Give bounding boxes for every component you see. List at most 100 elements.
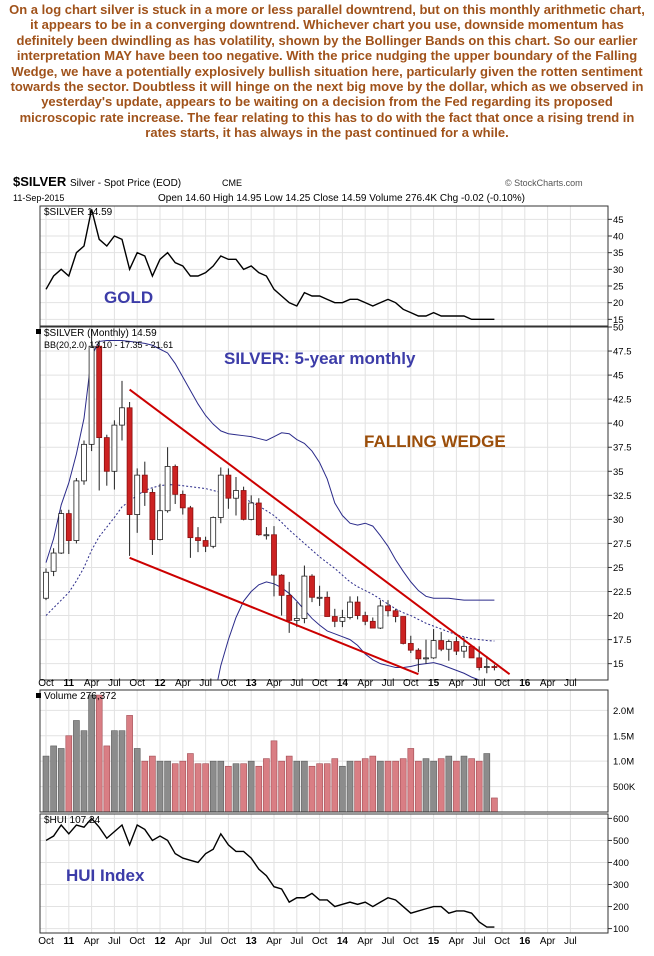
candle-body: [316, 596, 323, 599]
candle-body: [81, 443, 87, 482]
bb-lower: [217, 581, 484, 680]
y-tick-label: 45: [613, 215, 624, 226]
volume-bar: [453, 760, 460, 813]
y-tick-label: 27.5: [613, 539, 632, 550]
x-tick-label: 13: [246, 936, 258, 947]
candle-body: [217, 474, 224, 518]
ohlc-readout: Open 14.60 High 14.95 Low 14.25 Close 14…: [158, 193, 525, 204]
candle-body: [179, 493, 186, 509]
volume-bar: [483, 753, 491, 813]
volume-bar: [73, 720, 80, 813]
volume-bar: [95, 694, 103, 813]
x-tick-label: Oct: [221, 936, 237, 947]
panel-frame-overlay: [39, 205, 609, 327]
x-tick-label: Apr: [84, 678, 100, 689]
candle-body: [73, 480, 80, 541]
candle-body: [50, 552, 57, 572]
hui-annotation: HUI Index: [66, 866, 145, 885]
candle-body: [263, 534, 270, 537]
volume-bar: [225, 765, 232, 813]
y-tick-label: 17.5: [613, 635, 632, 646]
candle-body: [278, 574, 285, 596]
volume-label: Volume 276,372: [44, 691, 117, 702]
candle-body: [58, 513, 65, 554]
candle-body: [331, 616, 338, 622]
x-tick-label: Oct: [221, 678, 237, 689]
x-tick-label: Jul: [473, 936, 486, 947]
silver-annotation: SILVER: 5-year monthly: [224, 349, 416, 368]
source-credit: © StockCharts.com: [505, 178, 583, 188]
candle-body: [164, 466, 171, 512]
x-tick-label: Oct: [312, 678, 328, 689]
legend-marker: [36, 329, 41, 334]
volume-bar: [354, 760, 361, 813]
volume-bar: [308, 765, 316, 813]
candle-body: [96, 345, 103, 439]
y-tick-label: 50: [613, 323, 624, 334]
volume-bar: [133, 748, 141, 813]
x-tick-label: Jul: [290, 678, 303, 689]
x-tick-label: Apr: [449, 678, 465, 689]
candle-body: [119, 407, 125, 426]
y-tick-label: 1.5M: [613, 731, 634, 742]
candle-body: [347, 601, 353, 618]
y-tick-label: 2.0M: [613, 706, 634, 717]
overlay-label: $SILVER 14.59: [44, 207, 113, 218]
panel-labels: $SILVER 14.59 GOLD $SILVER (Monthly) 14.59…: [36, 207, 506, 885]
candle-body: [385, 605, 391, 612]
candle-body: [134, 474, 141, 515]
volume-bar: [149, 755, 156, 813]
candle-body: [301, 575, 308, 619]
x-tick-label: 12: [154, 936, 166, 947]
candle-body: [103, 437, 110, 472]
candle-body: [172, 466, 179, 495]
volume-bar: [126, 715, 133, 813]
candle-body: [476, 657, 483, 668]
bb-upper: [45, 339, 495, 601]
y-tick-label: 15: [613, 315, 624, 326]
y-tick-label: 25: [613, 563, 624, 574]
volume-bar: [392, 760, 399, 813]
candle-body: [377, 605, 384, 629]
candle-body: [271, 534, 277, 576]
candle-body: [65, 513, 72, 541]
volume-bar: [491, 797, 498, 813]
volume-bar: [179, 760, 187, 813]
volume-bar: [377, 760, 384, 813]
volume-bar: [339, 765, 346, 813]
y-tick-label: 42.5: [613, 395, 632, 406]
panel-frame-price: [39, 326, 609, 681]
candle-body: [400, 616, 407, 644]
volume-bar: [255, 765, 263, 813]
bb-mid: [45, 484, 495, 642]
x-tick-label: Apr: [357, 936, 373, 947]
overlay-line: [45, 209, 495, 321]
x-tick-label: Apr: [84, 936, 100, 947]
volume-bar: [171, 763, 179, 813]
x-tick-label: Oct: [494, 936, 510, 947]
volume-bar: [293, 760, 301, 813]
y-tick-label: 22.5: [613, 587, 632, 598]
volume-bar: [369, 755, 377, 813]
volume-bar: [111, 730, 118, 813]
volume-bar: [50, 745, 57, 813]
x-tick-label: Apr: [540, 936, 556, 947]
volume-bar: [460, 755, 468, 813]
volume-bar: [209, 760, 217, 813]
chart-marks: [42, 209, 511, 928]
volume-bar: [164, 760, 171, 813]
x-tick-label: Oct: [129, 678, 145, 689]
wedge-trendline: [129, 388, 511, 676]
candle-body: [423, 657, 429, 660]
y-tick-label: 500K: [613, 782, 636, 793]
candle-body: [43, 571, 49, 599]
candle-body: [491, 666, 498, 668]
x-tick-label: 16: [519, 936, 531, 947]
volume-bar: [323, 763, 331, 813]
volume-bar: [156, 760, 164, 813]
hui-line: [45, 817, 495, 928]
volume-bar: [118, 730, 126, 813]
candle-body: [225, 474, 232, 499]
volume-bar: [247, 760, 255, 813]
volume-bar: [430, 760, 437, 813]
